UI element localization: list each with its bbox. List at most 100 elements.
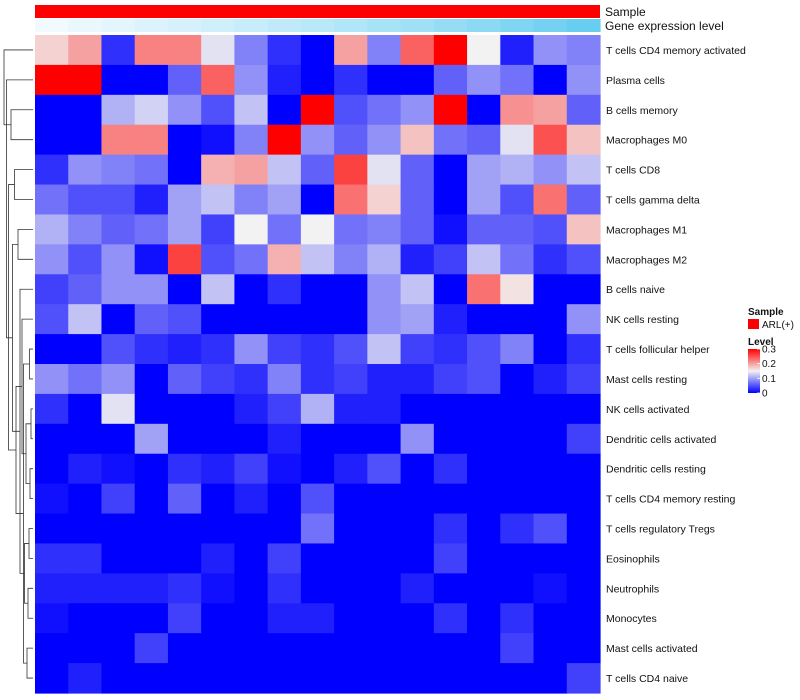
heatmap-cell: [300, 543, 335, 574]
heatmap-cell: [68, 334, 103, 365]
heatmap-cell: [566, 483, 601, 515]
heatmap-cell: [300, 304, 335, 335]
heatmap-cell: [267, 543, 302, 574]
heatmap-cell: [400, 184, 435, 216]
heatmap-cell: [134, 64, 169, 96]
heatmap-cell: [167, 393, 202, 425]
heatmap-cell: [300, 423, 335, 455]
heatmap-cell: [400, 633, 435, 664]
heatmap-cell: [267, 35, 302, 66]
heatmap-cell: [500, 543, 535, 574]
heatmap-cell: [500, 274, 535, 305]
heatmap-cell: [566, 244, 601, 275]
heatmap-cell: [267, 393, 302, 425]
row-label: T cells CD4 memory resting: [606, 494, 735, 506]
heatmap-cell: [134, 35, 169, 66]
heatmap-cell: [367, 663, 402, 694]
heatmap-cell: [533, 184, 568, 216]
row-label: NK cells activated: [606, 404, 690, 416]
heatmap-cell: [201, 35, 236, 66]
heatmap-cell: [234, 244, 269, 275]
heatmap-cell: [167, 364, 202, 395]
heatmap-cell: [467, 573, 501, 604]
heatmap-cell: [68, 393, 103, 425]
heatmap-cell: [334, 633, 368, 664]
heatmap-cell: [101, 453, 136, 485]
heatmap-cell: [68, 603, 103, 634]
heatmap-cell: [167, 94, 202, 126]
heatmap-cell: [433, 214, 468, 245]
heatmap-cell: [300, 393, 335, 425]
heatmap-cell: [566, 334, 601, 365]
heatmap-cell: [367, 453, 402, 485]
expression-track-cell: [267, 19, 302, 32]
heatmap-cell: [35, 633, 69, 664]
heatmap-cell: [101, 483, 136, 515]
heatmap-cell: [35, 573, 69, 604]
sample-track: [35, 5, 600, 18]
row-label: T cells CD4 naive: [606, 673, 688, 685]
heatmap-cell: [433, 364, 468, 395]
expression-track-cell: [467, 19, 501, 32]
heatmap-cell: [35, 274, 69, 305]
heatmap-cell: [134, 483, 169, 515]
heatmap-cell: [234, 423, 269, 455]
row-label: T cells gamma delta: [606, 195, 700, 207]
heatmap-cell: [433, 94, 468, 126]
heatmap-cell: [334, 244, 368, 275]
heatmap-cell: [68, 184, 103, 216]
heatmap-cell: [267, 573, 302, 604]
row-label: T cells regulatory Tregs: [606, 524, 715, 536]
heatmap-cell: [334, 124, 368, 156]
heatmap-cell: [201, 633, 236, 664]
heatmap-cell: [35, 603, 69, 634]
expression-track-cell: [134, 19, 169, 32]
heatmap-cell: [101, 573, 136, 604]
heatmap-cell: [467, 483, 501, 515]
heatmap-cell: [500, 124, 535, 156]
expression-track-cell: [167, 19, 202, 32]
legend-sample-swatch: [748, 319, 759, 329]
heatmap-cell: [500, 154, 535, 186]
heatmap-cell: [566, 35, 601, 66]
heatmap-cell: [167, 184, 202, 216]
heatmap-cell: [35, 124, 69, 156]
heatmap-cell: [334, 35, 368, 66]
heatmap-cell: [400, 603, 435, 634]
heatmap-cell: [167, 154, 202, 186]
heatmap-cell: [566, 663, 601, 694]
row-label: Macrophages M0: [606, 135, 687, 147]
expression-track-cell: [533, 19, 568, 32]
heatmap-cell: [35, 423, 69, 455]
heatmap-cell: [267, 274, 302, 305]
heatmap-cell: [467, 603, 501, 634]
heatmap-cell: [533, 304, 568, 335]
heatmap-cell: [134, 453, 169, 485]
heatmap-cell: [234, 274, 269, 305]
heatmap-cell: [101, 513, 136, 545]
row-labels: T cells CD4 memory activated Plasma cells…: [606, 45, 746, 685]
heatmap-cell: [300, 214, 335, 245]
heatmap-cell: [201, 214, 236, 245]
heatmap-cell: [201, 393, 236, 425]
heatmap-cell: [234, 154, 269, 186]
heatmap-cell: [334, 393, 368, 425]
row-label: Dendritic cells activated: [606, 434, 716, 446]
heatmap-cell: [234, 334, 269, 365]
legend-tick-label: 0: [762, 389, 768, 400]
heatmap-cell: [234, 35, 269, 66]
heatmap-cell: [167, 573, 202, 604]
heatmap-cell: [167, 214, 202, 245]
row-label: Mast cells resting: [606, 374, 687, 386]
heatmap-cell: [566, 513, 601, 545]
heatmap-cell: [68, 573, 103, 604]
heatmap-cell: [467, 124, 501, 156]
heatmap-cell: [400, 214, 435, 245]
heatmap-cell: [500, 603, 535, 634]
heatmap-cell: [201, 453, 236, 485]
heatmap-cell: [68, 513, 103, 545]
heatmap-cell: [267, 334, 302, 365]
heatmap-cell: [134, 513, 169, 545]
legend: Sample ARL(+) Level 0 0.1 0.2 0.3: [748, 307, 794, 400]
